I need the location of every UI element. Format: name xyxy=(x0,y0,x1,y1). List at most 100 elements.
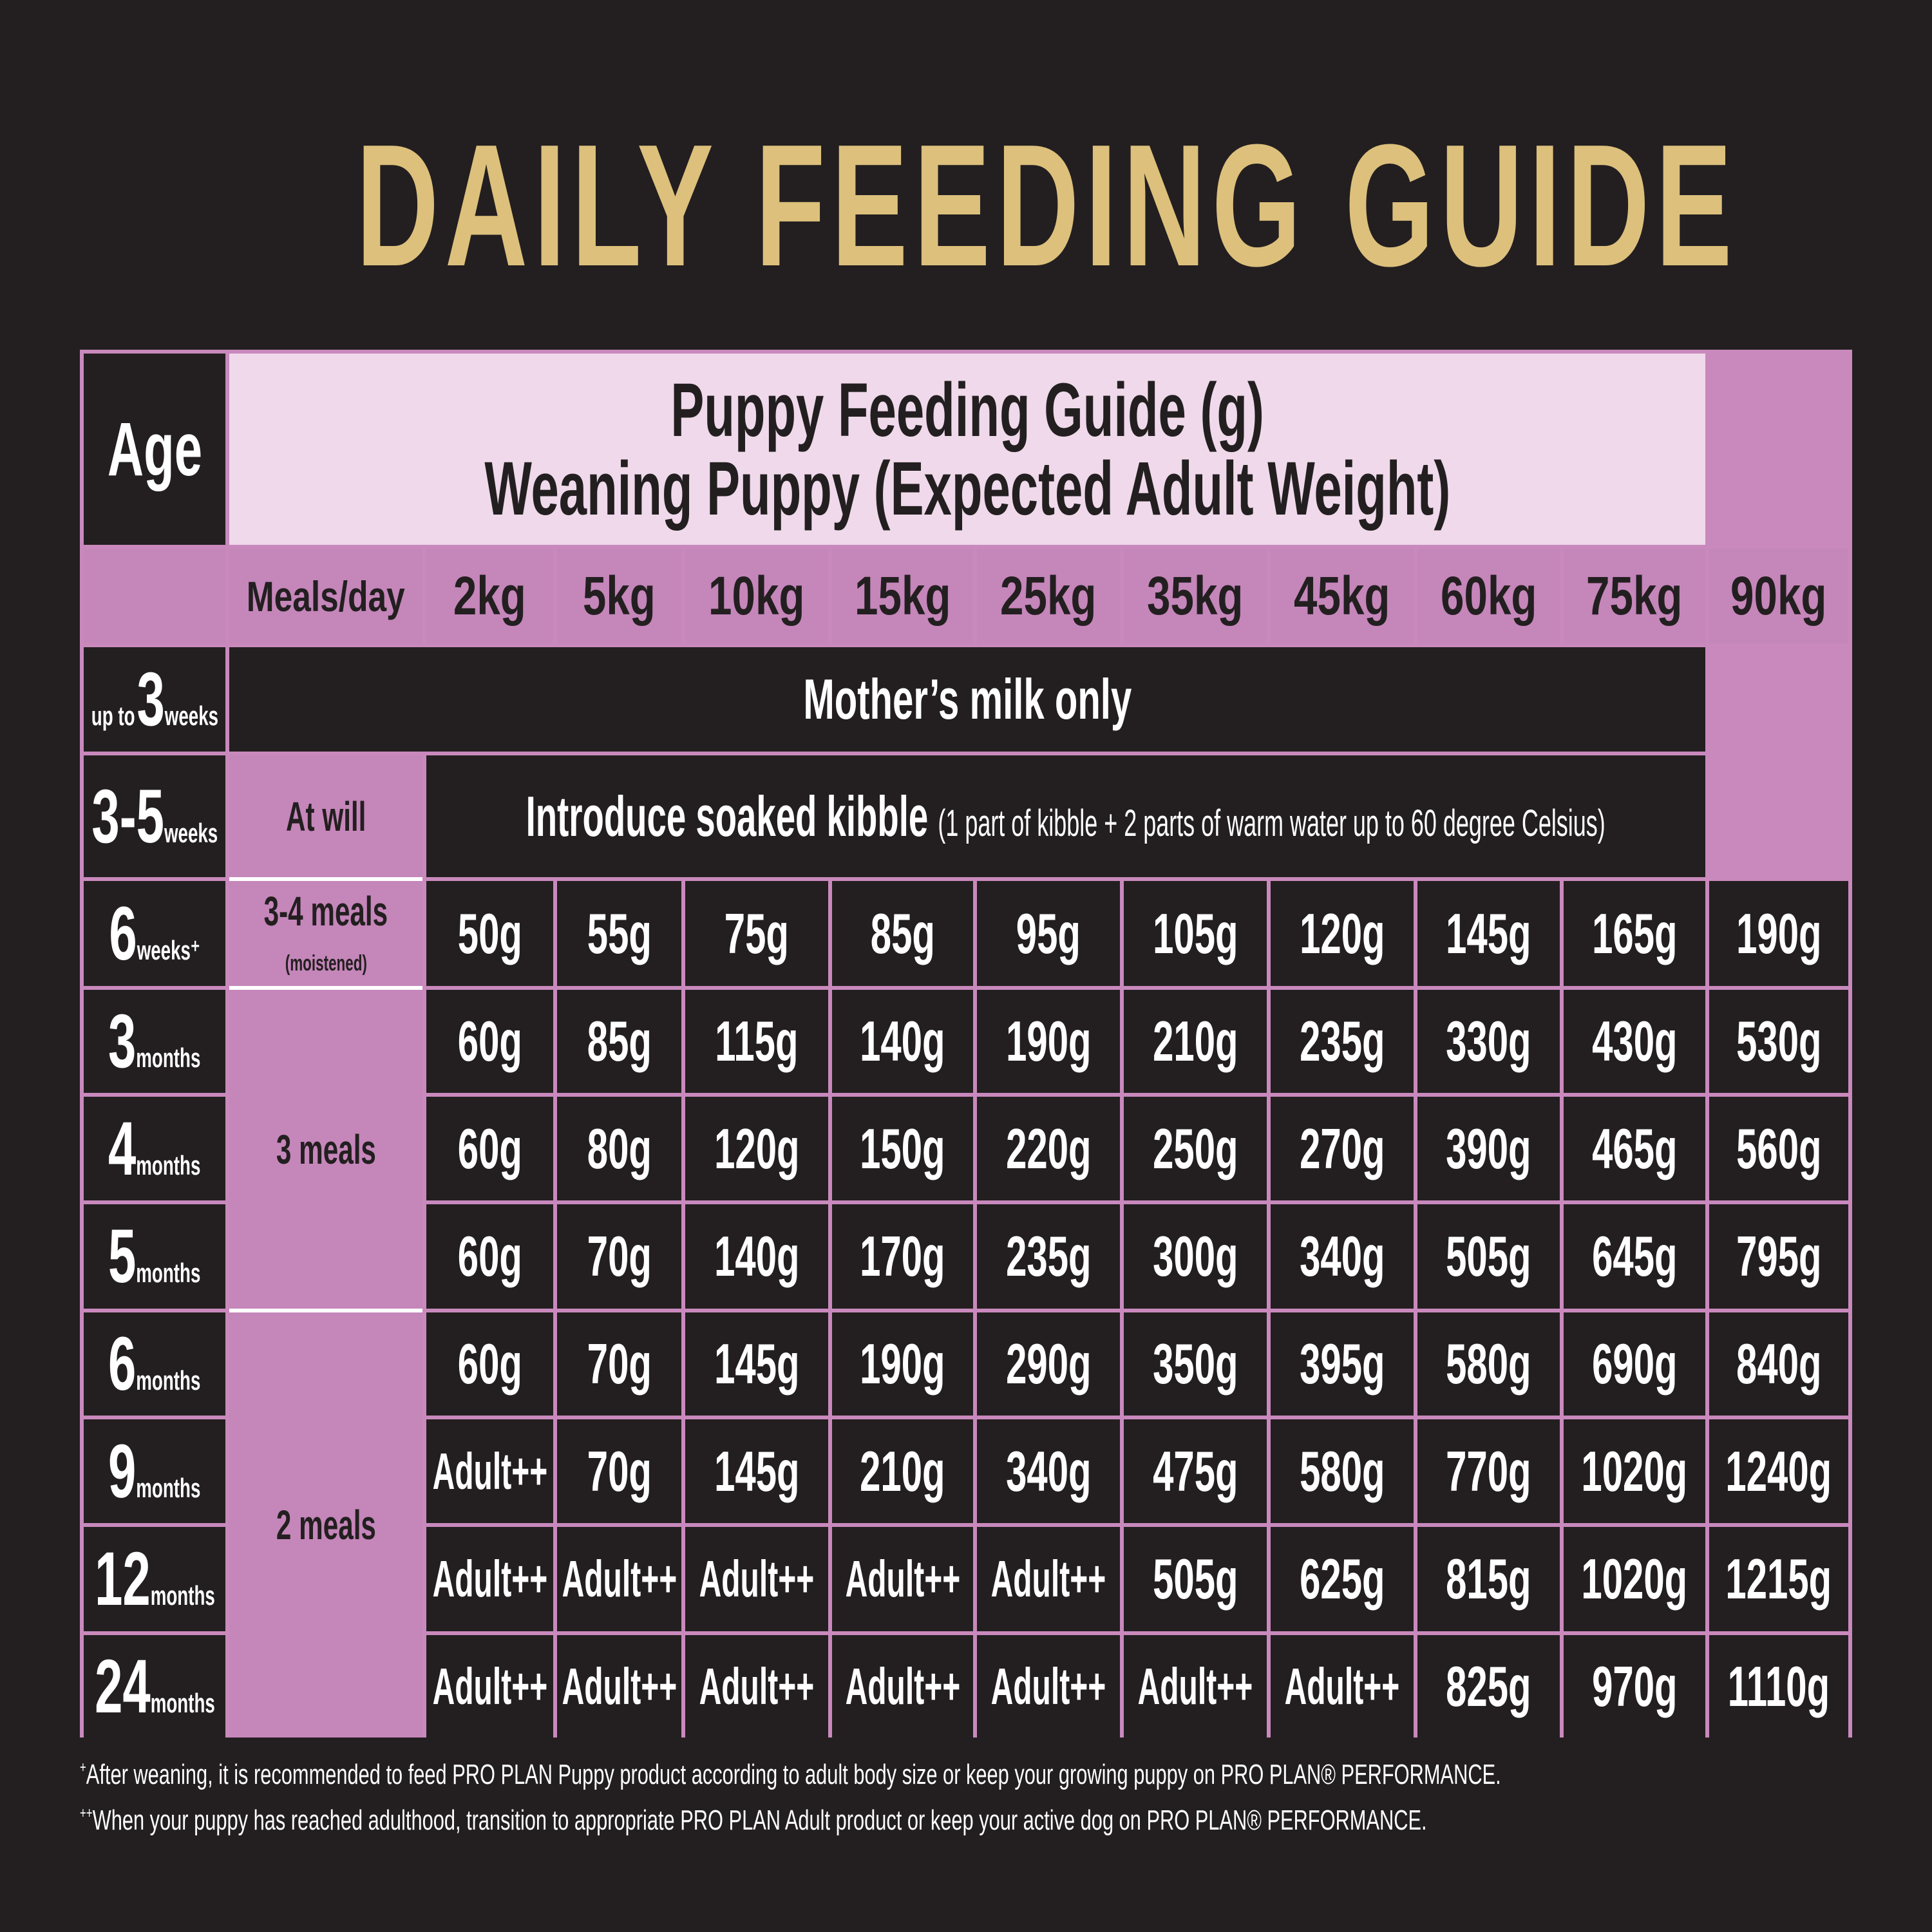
table-cell: Adult++ xyxy=(685,1527,828,1631)
table-cell: Adult++ xyxy=(557,1527,681,1631)
table-title-line1: Puppy Feeding Guide (g) xyxy=(670,367,1264,453)
table-cell: 140g xyxy=(832,990,973,1093)
table-cell: 95g xyxy=(977,881,1120,986)
table-cell: 60g xyxy=(426,1204,553,1309)
cell-value: Adult++ xyxy=(562,1550,677,1607)
cell-value: Adult++ xyxy=(432,1550,547,1607)
cell-value: 120g xyxy=(714,1116,800,1180)
table-cell: 250g xyxy=(1124,1097,1267,1200)
table-cell: 235g xyxy=(1271,990,1414,1093)
table-cell: 825g xyxy=(1417,1635,1560,1738)
age-number: 6 xyxy=(108,1321,137,1406)
table-cell: 340g xyxy=(1271,1204,1414,1309)
cell-value: 50g xyxy=(457,901,522,965)
weight-header-45kg: 45kg xyxy=(1271,549,1414,643)
table-cell: 815g xyxy=(1417,1527,1560,1631)
cell-value: 795g xyxy=(1736,1224,1822,1288)
cell-value: Adult++ xyxy=(845,1550,960,1607)
table-title: Puppy Feeding Guide (g) Weaning Puppy (E… xyxy=(229,354,1705,545)
table-cell: 60g xyxy=(426,1312,553,1416)
cell-value: 625g xyxy=(1299,1547,1385,1611)
table-cell: 645g xyxy=(1564,1204,1705,1309)
weight-header-75kg: 75kg xyxy=(1564,549,1705,643)
weight-label: 35kg xyxy=(1147,565,1244,626)
table-cell: 210g xyxy=(1124,990,1267,1093)
footnote-mark: ++ xyxy=(80,1804,93,1822)
table-cell: 1110g xyxy=(1709,1635,1848,1738)
table-cell: Adult++ xyxy=(426,1635,553,1738)
table-cell: 85g xyxy=(557,990,681,1093)
age-cell: 12months xyxy=(84,1527,225,1631)
cell-value: 140g xyxy=(714,1224,800,1288)
cell-value: 140g xyxy=(860,1009,945,1073)
table-cell: Adult++ xyxy=(1124,1635,1267,1738)
age-number: 9 xyxy=(108,1428,137,1514)
cell-value: 150g xyxy=(860,1116,945,1180)
cell-value: Adult++ xyxy=(1137,1657,1253,1715)
cell-value: 235g xyxy=(1299,1009,1385,1073)
meals-cell: 3-4 meals (moistened) xyxy=(229,881,422,986)
cell-value: 505g xyxy=(1446,1224,1531,1288)
cell-value: 840g xyxy=(1736,1332,1822,1396)
table-cell: 50g xyxy=(426,881,553,986)
cell-value: 170g xyxy=(860,1224,945,1288)
table-cell: 1240g xyxy=(1709,1419,1848,1523)
weight-header-25kg: 25kg xyxy=(977,549,1120,643)
table-cell: 330g xyxy=(1417,990,1560,1093)
table-cell: Adult++ xyxy=(1271,1635,1414,1738)
age-unit: months xyxy=(136,1150,201,1180)
age-number: 24 xyxy=(94,1643,151,1729)
weight-header-60kg: 60kg xyxy=(1417,549,1560,643)
table-cell: 150g xyxy=(832,1097,973,1200)
weight-label: 90kg xyxy=(1730,565,1827,626)
cell-value: 210g xyxy=(860,1439,945,1503)
cell-value: 235g xyxy=(1005,1224,1092,1288)
table-cell: 165g xyxy=(1564,881,1705,986)
table-cell: 80g xyxy=(557,1097,681,1200)
weight-label: 60kg xyxy=(1440,565,1537,626)
weight-header-2kg: 2kg xyxy=(426,549,553,643)
cell-value: 1110g xyxy=(1727,1654,1830,1718)
cell-value: 75g xyxy=(724,901,790,965)
table-cell: 190g xyxy=(832,1312,973,1416)
cell-value: 60g xyxy=(457,1009,522,1073)
weight-label: 75kg xyxy=(1586,565,1683,626)
meals-label: 3-4 meals xyxy=(263,887,388,934)
age-number: 3-5 xyxy=(91,773,164,859)
cell-value: 145g xyxy=(714,1439,800,1503)
table-cell: Adult++ xyxy=(977,1635,1120,1738)
table-cell: 840g xyxy=(1709,1312,1848,1416)
cell-value: Adult++ xyxy=(562,1657,677,1715)
age-cell: 3-5weeks xyxy=(84,755,225,877)
age-cell: 9months xyxy=(84,1419,225,1523)
table-cell: 85g xyxy=(832,881,973,986)
cell-value: 220g xyxy=(1005,1116,1092,1180)
age-number: 5 xyxy=(108,1214,137,1299)
cell-value: 475g xyxy=(1152,1439,1238,1503)
cell-value: 60g xyxy=(457,1224,522,1288)
table-cell: Adult++ xyxy=(832,1635,973,1738)
table-cell: 340g xyxy=(977,1419,1120,1523)
age-label: 3-5weeks xyxy=(91,773,218,860)
weight-header-5kg: 5kg xyxy=(557,549,681,643)
table-cell: 1020g xyxy=(1564,1527,1705,1631)
table-cell: 75g xyxy=(685,881,828,986)
table-cell: 795g xyxy=(1709,1204,1848,1309)
cell-value: 645g xyxy=(1591,1224,1678,1288)
table-cell: 145g xyxy=(1417,881,1560,986)
cell-value: 340g xyxy=(1005,1439,1092,1503)
weight-label: 2kg xyxy=(453,565,526,626)
table-cell: 580g xyxy=(1271,1419,1414,1523)
cell-value: 190g xyxy=(860,1332,945,1396)
cell-value: 190g xyxy=(1005,1009,1092,1073)
cell-value: Adult++ xyxy=(1284,1657,1400,1715)
table-cell: Adult++ xyxy=(977,1527,1120,1631)
weight-label: 5kg xyxy=(583,565,656,626)
table-cell: 430g xyxy=(1564,990,1705,1093)
cell-value: 390g xyxy=(1446,1116,1531,1180)
meals-note-wrap: (moistened) xyxy=(285,934,366,979)
age-cell: 6months xyxy=(84,1312,225,1416)
weight-header-35kg: 35kg xyxy=(1124,549,1267,643)
table-cell: 625g xyxy=(1271,1527,1414,1631)
kibble-cell: Introduce soaked kibble (1 part of kibbl… xyxy=(426,755,1705,877)
